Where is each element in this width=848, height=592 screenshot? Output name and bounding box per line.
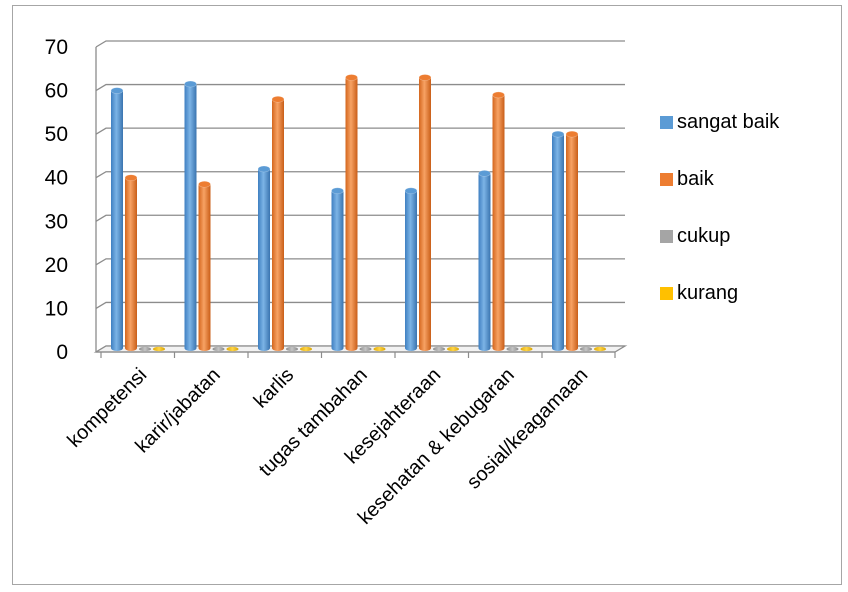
bar-kurang-4 xyxy=(447,346,459,352)
legend-item-sangat-baik: sangat baik xyxy=(660,111,780,133)
bar-cukup-1 xyxy=(212,346,225,352)
bar-sangat-baik-2 xyxy=(257,165,271,351)
legend-swatch xyxy=(660,287,673,300)
bar-sangat-baik-3 xyxy=(331,187,344,351)
gridline-30 xyxy=(95,214,625,222)
bar-cukup-6 xyxy=(580,346,592,352)
legend-swatch xyxy=(660,173,673,186)
legend-label: sangat baik xyxy=(677,111,780,133)
gridline-70 xyxy=(95,40,625,48)
gridline-40 xyxy=(95,171,625,179)
bar-baik-0 xyxy=(124,174,138,351)
y-tick-label-70: 70 xyxy=(45,36,68,59)
y-tick-label-10: 10 xyxy=(45,297,68,320)
bar-cukup-4 xyxy=(433,346,445,352)
legend-label: baik xyxy=(677,168,715,190)
y-tick-label-20: 20 xyxy=(45,254,68,277)
bar-cukup-2 xyxy=(286,346,298,352)
gridline-50 xyxy=(95,127,625,135)
bar-kurang-1 xyxy=(226,346,239,352)
bar-baik-2 xyxy=(271,95,285,351)
gridlines xyxy=(93,40,628,353)
y-axis-ticks: 0 10 20 30 40 50 60 70 xyxy=(45,36,68,364)
bar-cukup-5 xyxy=(506,346,519,352)
legend-item-baik: baik xyxy=(660,168,715,190)
bar-baik-6 xyxy=(565,130,579,351)
bar-sangat-baik-0 xyxy=(110,87,124,351)
bar-sangat-baik-4 xyxy=(404,187,418,351)
legend-swatch xyxy=(660,116,673,129)
legend: sangat baik baik cukup kurang xyxy=(660,111,780,304)
bar-sangat-baik-1 xyxy=(184,80,197,351)
y-tick-label-40: 40 xyxy=(45,167,68,190)
gridline-60 xyxy=(95,83,625,92)
bar-cukup-0 xyxy=(139,346,151,352)
x-tick-label-2: karlis xyxy=(250,364,299,413)
bar-baik-5 xyxy=(492,91,505,351)
bars xyxy=(100,74,616,358)
y-tick-label-30: 30 xyxy=(45,210,68,233)
bar-baik-3 xyxy=(345,74,358,351)
legend-item-cukup: cukup xyxy=(660,225,730,247)
bar-kurang-3 xyxy=(373,346,386,352)
bar-cukup-3 xyxy=(359,346,372,352)
bar-baik-1 xyxy=(198,180,211,351)
bar-kurang-6 xyxy=(594,346,606,352)
bar-sangat-baik-5 xyxy=(478,170,491,351)
bar-kurang-2 xyxy=(300,346,312,352)
gridline-10 xyxy=(95,301,625,309)
x-tick-label-6: sosial/keagamaan xyxy=(463,364,593,494)
legend-label: cukup xyxy=(677,225,730,247)
bar-sangat-baik-6 xyxy=(551,130,565,351)
gridline-20 xyxy=(95,258,625,266)
legend-label: kurang xyxy=(677,282,738,304)
y-tick-label-0: 0 xyxy=(56,341,68,364)
legend-swatch xyxy=(660,230,673,243)
y-tick-label-50: 50 xyxy=(45,123,68,146)
bar-kurang-0 xyxy=(153,346,165,352)
legend-item-kurang: kurang xyxy=(660,282,738,304)
y-tick-label-60: 60 xyxy=(45,80,68,103)
bar-baik-4 xyxy=(418,74,432,351)
bar-kurang-5 xyxy=(520,346,533,352)
